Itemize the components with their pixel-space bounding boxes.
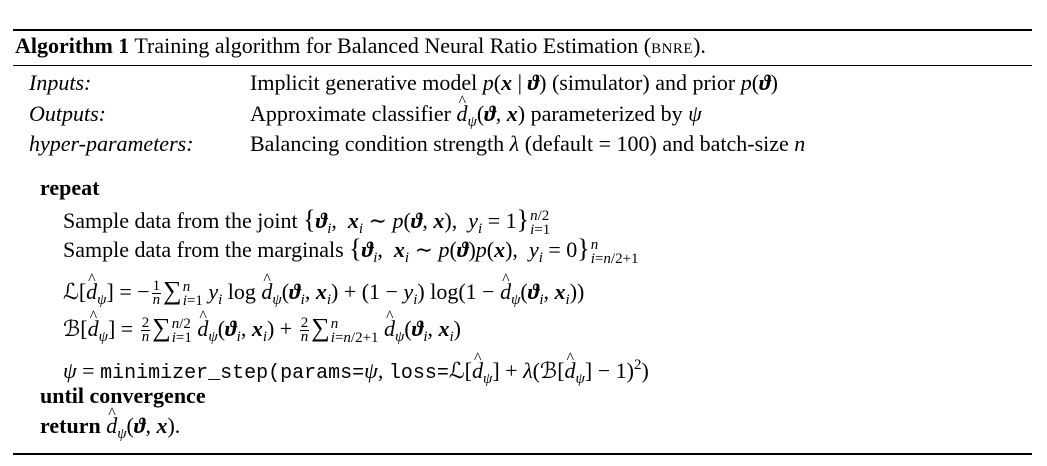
inputs-label: Inputs: xyxy=(29,70,92,95)
caption-abbrev: bnre xyxy=(651,33,694,58)
loss-equation: ℒ[dψ] = −1n∑ni=1 yi log dψ(ϑi, xi) + (1 … xyxy=(63,267,584,313)
sample-marginals-line: Sample data from the marginals {ϑi, xi ∼… xyxy=(63,234,639,267)
sample-joint-line: Sample data from the joint {ϑi, xi ∼ p(ϑ… xyxy=(63,205,551,238)
return-statement: return dψ(ϑ, x). xyxy=(40,401,180,447)
hyper-parameters-label: hyper-parameters: xyxy=(29,131,194,156)
top-rule xyxy=(13,29,1032,31)
update-step: ψ = minimizer_step(params=ψ, loss=ℒ[dψ] … xyxy=(63,346,649,392)
algorithm-caption: Algorithm 1 Training algorithm for Balan… xyxy=(15,33,706,59)
inputs-value: Implicit generative model p(x | ϑ) (simu… xyxy=(250,70,778,95)
caption-end: ). xyxy=(693,33,706,58)
bottom-rule xyxy=(13,453,1032,455)
outputs-label: Outputs: xyxy=(29,101,106,126)
until-convergence-keyword: until convergence xyxy=(40,383,206,408)
algorithm-label: Algorithm 1 xyxy=(15,33,130,58)
hyper-parameters-value: Balancing condition strength λ (default … xyxy=(250,131,806,156)
caption-text: Training algorithm for Balanced Neural R… xyxy=(134,33,652,58)
balance-equation: ℬ[dψ] = 2n∑n/2i=1 dψ(ϑi, xi) + 2n∑ni=n/2… xyxy=(63,304,461,350)
repeat-keyword: repeat xyxy=(40,175,100,200)
caption-rule xyxy=(13,65,1032,66)
outputs-value: Approximate classifier dψ(ϑ, x) paramete… xyxy=(250,89,702,135)
